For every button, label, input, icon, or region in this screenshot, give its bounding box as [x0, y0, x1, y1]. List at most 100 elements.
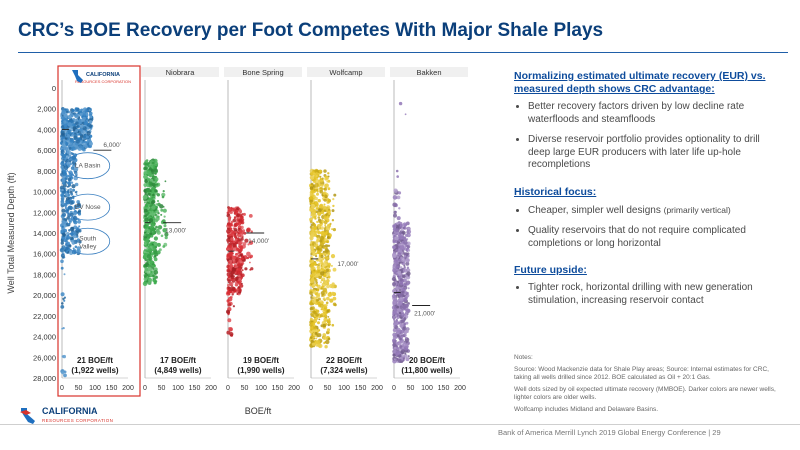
well-dot	[392, 343, 396, 347]
well-dot	[149, 167, 152, 170]
well-dot	[147, 267, 152, 271]
well-dot	[322, 213, 325, 216]
well-dot	[316, 247, 320, 251]
well-dot	[316, 237, 321, 241]
well-dot	[238, 207, 241, 210]
well-dot	[66, 110, 69, 114]
well-dot	[232, 207, 236, 210]
well-dot	[147, 248, 153, 253]
well-dot	[61, 142, 66, 148]
well-dot	[325, 303, 328, 307]
well-dot	[396, 350, 401, 355]
well-dot	[60, 292, 65, 297]
well-dot	[309, 225, 313, 229]
well-dot	[77, 202, 81, 207]
well-dot	[246, 251, 251, 257]
well-dot	[315, 283, 319, 287]
well-dot	[311, 321, 316, 326]
well-dot	[394, 320, 397, 323]
well-dot	[78, 145, 82, 149]
well-dot	[317, 269, 321, 274]
well-dot	[61, 256, 65, 259]
well-dot	[314, 201, 318, 205]
well-dot	[317, 231, 321, 235]
x-tick-label: 50	[241, 385, 249, 392]
well-dot	[153, 276, 157, 279]
well-dot	[71, 134, 74, 137]
well-dot	[67, 129, 72, 134]
well-dot	[326, 180, 329, 183]
well-dot	[311, 190, 315, 194]
well-dot	[68, 206, 72, 210]
well-dot	[395, 169, 399, 173]
well-dot	[316, 265, 321, 270]
well-dot	[83, 133, 86, 136]
well-dot	[72, 128, 76, 132]
well-dot	[406, 245, 410, 248]
x-tick-label: 0	[309, 385, 313, 392]
well-dot	[313, 223, 317, 227]
well-dot	[321, 197, 324, 200]
well-dot	[244, 267, 248, 271]
well-dot	[76, 132, 79, 135]
well-dot	[229, 289, 231, 292]
well-dot	[310, 231, 314, 235]
well-dot	[88, 122, 91, 125]
well-dot	[407, 249, 411, 252]
y-tick-label: 18,000	[33, 270, 56, 279]
well-dot	[63, 273, 66, 276]
x-tick-label: 100	[338, 385, 350, 392]
x-tick-label: 150	[106, 385, 118, 392]
well-dot	[309, 175, 315, 180]
well-dot	[238, 213, 243, 217]
well-dot	[156, 230, 161, 235]
well-dot	[241, 234, 244, 237]
well-dot	[156, 193, 160, 197]
well-dot	[151, 182, 156, 187]
well-dot	[80, 137, 83, 140]
well-count-label: (1,922 wells)	[71, 366, 118, 375]
well-dot	[321, 261, 324, 264]
well-dot	[403, 254, 407, 258]
well-dot	[144, 179, 148, 183]
well-dot	[399, 235, 404, 240]
well-dot	[405, 258, 410, 263]
well-dot	[147, 192, 151, 196]
well-dot	[310, 233, 315, 238]
well-dot	[86, 131, 91, 136]
well-dot	[228, 261, 231, 263]
well-dot	[160, 220, 165, 225]
well-dot	[230, 220, 234, 224]
well-dot	[82, 147, 86, 152]
well-dot	[312, 299, 317, 304]
well-dot	[393, 249, 396, 252]
well-dot	[399, 323, 404, 328]
well-dot	[402, 290, 405, 294]
well-dot	[60, 165, 64, 169]
well-dot	[405, 308, 410, 313]
well-dot	[400, 326, 403, 329]
well-dot	[237, 263, 242, 267]
well-dot	[73, 135, 78, 140]
panel-header-bone-spring: Bone Spring	[242, 68, 283, 77]
well-dot	[323, 220, 328, 225]
well-dot	[393, 213, 397, 218]
well-dot	[226, 211, 230, 215]
panel-header-bg	[307, 67, 385, 77]
well-dot	[311, 216, 315, 219]
well-dot	[309, 196, 314, 200]
well-dot	[65, 175, 68, 178]
well-dot	[75, 145, 80, 150]
well-dot	[227, 269, 231, 273]
well-dot	[316, 207, 319, 210]
well-dot	[332, 204, 335, 208]
well-dot	[164, 180, 167, 183]
well-dot	[76, 125, 79, 128]
notes-wolfcamp: Wolfcamp includes Midland and Delaware B…	[514, 405, 659, 413]
well-dot	[152, 265, 155, 268]
well-dot	[393, 349, 397, 353]
well-dot	[321, 268, 325, 271]
well-dot	[227, 301, 230, 304]
crc-logo-icon	[72, 70, 83, 83]
well-dot	[309, 301, 313, 306]
